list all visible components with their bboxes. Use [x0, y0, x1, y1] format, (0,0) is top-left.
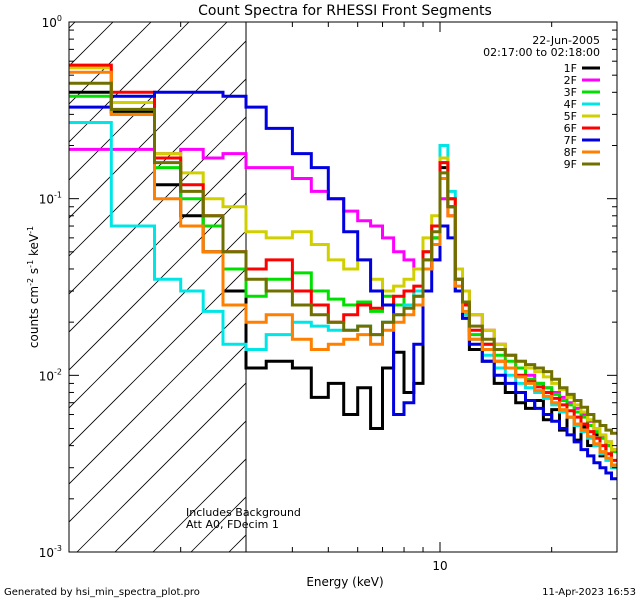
footer-timestamp: 11-Apr-2023 16:53: [542, 587, 636, 598]
y-axis-ticks: 100 10-1 10-2 10-3: [39, 14, 617, 560]
hatch-stroke: [69, 268, 247, 447]
legend-label-9f: 9F: [564, 158, 577, 171]
footer-generated-by: Generated by hsi_min_spectra_plot.pro: [4, 587, 200, 598]
hatch-stroke: [69, 22, 190, 143]
hatch-stroke: [228, 534, 247, 552]
annotation-attenuator: Att A0, FDecim 1: [186, 518, 279, 531]
annotation-background: Includes Background: [186, 506, 301, 519]
hatch-stroke: [69, 154, 247, 333]
hatch-stroke: [69, 22, 114, 67]
hatch-stroke: [69, 22, 228, 181]
y-tick-label: 10-1: [39, 191, 62, 207]
legend-label-8f: 8F: [564, 146, 577, 159]
hatch-stroke: [69, 116, 247, 295]
hatch-stroke: [76, 382, 247, 552]
legend-label-5f: 5F: [564, 110, 577, 123]
y-tick-label: 100: [42, 14, 62, 30]
series-line-7f: [69, 90, 617, 481]
legend-label-2f: 2F: [564, 74, 577, 87]
hatch-stroke: [69, 22, 152, 105]
legend-label-3f: 3F: [564, 86, 577, 99]
y-tick-label: 10-2: [39, 367, 62, 383]
plot-frame: [68, 21, 618, 553]
x-tick-label: 10: [432, 559, 447, 573]
series-lines: [69, 63, 617, 481]
hatch-stroke: [69, 344, 247, 523]
x-axis-label: Energy (keV): [306, 575, 383, 589]
series-line-9f: [69, 81, 617, 435]
y-tick-label: 10-3: [39, 544, 62, 560]
hatch-stroke: [69, 40, 247, 219]
legend-date: 22-Jun-2005: [532, 34, 600, 47]
hatched-region: [69, 22, 247, 552]
hatch-stroke: [69, 78, 247, 257]
legend-label-7f: 7F: [564, 134, 577, 147]
legend-label-1f: 1F: [564, 62, 577, 75]
legend-label-6f: 6F: [564, 122, 577, 135]
hatch-stroke: [114, 420, 247, 552]
chart-title: Count Spectra for RHESSI Front Segments: [198, 3, 492, 19]
hatch-stroke: [69, 306, 247, 485]
legend-label-4f: 4F: [564, 98, 577, 111]
hatch-stroke: [69, 192, 247, 371]
legend-time: 02:17:00 to 02:18:00: [483, 46, 600, 59]
y-axis-label: counts cm-2 s-1 keV-1: [26, 226, 41, 348]
